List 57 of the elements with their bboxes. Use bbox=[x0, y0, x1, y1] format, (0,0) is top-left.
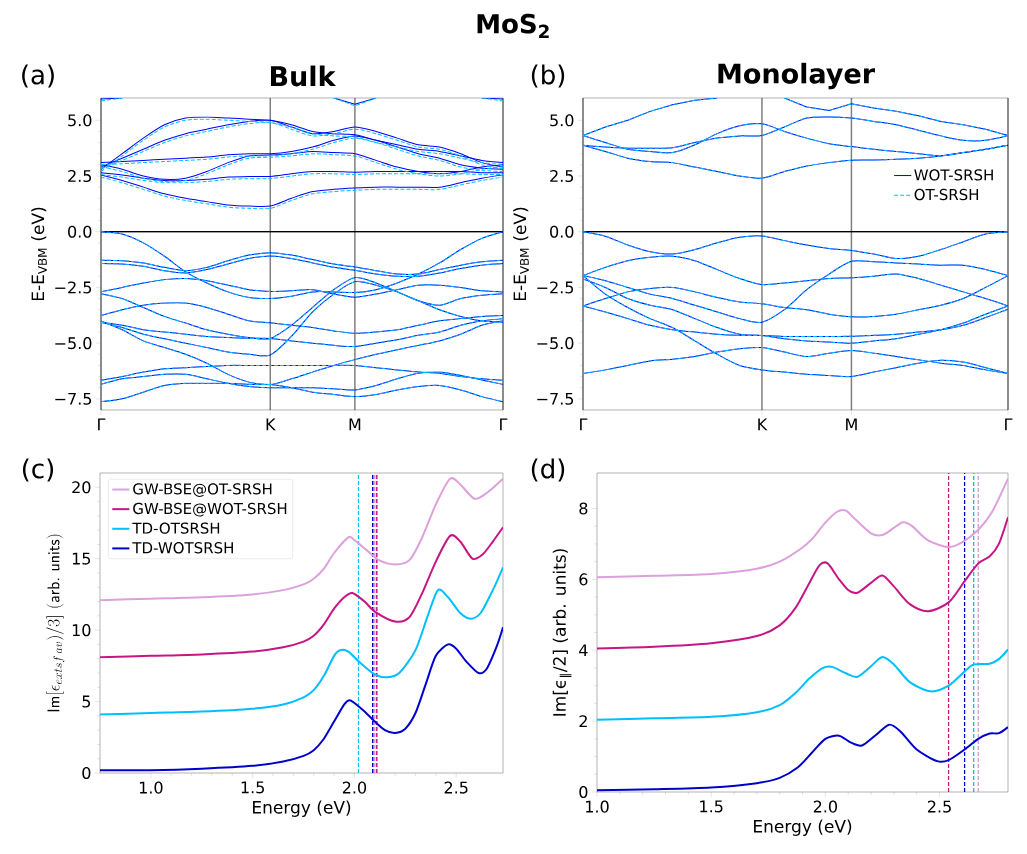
y-tick-label: 2.5 bbox=[68, 169, 92, 183]
x-tick-label: Γ bbox=[500, 418, 508, 431]
x-tick-label: M bbox=[349, 418, 361, 431]
x-axis-title: Energy (eV) bbox=[754, 819, 852, 836]
y-tick-label: 0.0 bbox=[550, 225, 574, 238]
text: (c) bbox=[22, 458, 54, 482]
x-tick-label: K bbox=[266, 418, 276, 431]
y-tick-label: 8 bbox=[579, 502, 588, 515]
y-tick-label: 0 bbox=[82, 766, 91, 780]
x-tick-label: 2.0 bbox=[813, 800, 837, 813]
y-tick-label: 6 bbox=[579, 573, 588, 586]
y-axis-title: $\mathsf{Im}[\epsilon_{extsf\,av})/3]\ \mathsf{(arb.\ units)}$ bbox=[46, 534, 65, 712]
legend-label: OT-SRSH bbox=[914, 188, 979, 201]
x-tick-label: 2.5 bbox=[444, 781, 468, 794]
chart-title: Monolayer bbox=[718, 62, 875, 90]
x-tick-label: 1.0 bbox=[139, 781, 163, 794]
y-tick-label: 2 bbox=[579, 715, 587, 728]
x-tick-label: 2.5 bbox=[927, 800, 951, 813]
legend-label: TD-WOTSRSH bbox=[132, 542, 233, 554]
y-axis-title: E-E$_{VBM}$ (eV) bbox=[513, 207, 529, 301]
y-tick-label: −5.0 bbox=[55, 337, 92, 350]
y-tick-label: −2.5 bbox=[537, 281, 574, 294]
y-tick-label: 5.0 bbox=[68, 114, 92, 127]
y-tick-label: 2.5 bbox=[550, 169, 574, 183]
y-tick-label: −7.5 bbox=[55, 392, 92, 405]
y-tick-label: −5.0 bbox=[537, 337, 574, 350]
legend-label: TD-OTSRSH bbox=[132, 522, 220, 534]
y-tick-label: 20 bbox=[72, 481, 91, 494]
x-axis-title: Energy (eV) bbox=[253, 800, 351, 817]
legend-label: GW-BSE@OT-SRSH bbox=[133, 483, 272, 497]
y-tick-label: 5 bbox=[82, 695, 91, 708]
text: MoS$_{2}$ bbox=[477, 13, 549, 39]
x-tick-label: Γ bbox=[580, 418, 588, 431]
y-axis-title: E-E$_{VBM}$ (eV) bbox=[31, 207, 47, 301]
x-tick-label: Γ bbox=[98, 418, 106, 431]
x-tick-label: M bbox=[846, 418, 857, 431]
y-tick-label: −7.5 bbox=[537, 392, 574, 405]
text: (d) bbox=[531, 458, 565, 482]
x-tick-label: K bbox=[758, 418, 768, 431]
x-tick-label: 1.5 bbox=[700, 800, 723, 813]
y-tick-label: −2.5 bbox=[55, 281, 92, 294]
x-tick-label: Γ bbox=[1005, 418, 1013, 431]
y-tick-label: 5.0 bbox=[550, 114, 574, 127]
x-tick-label: 1.5 bbox=[241, 781, 264, 794]
y-tick-label: 15 bbox=[72, 552, 91, 565]
y-axis-title: Im[ϵ$_{∥}$/2] (arb. units) bbox=[552, 549, 572, 716]
x-tick-label: 2.0 bbox=[342, 781, 367, 794]
legend-label: GW-BSE@WOT-SRSH bbox=[133, 502, 287, 517]
x-tick-label: 1.0 bbox=[586, 800, 609, 813]
y-tick-label: 0 bbox=[579, 785, 588, 799]
text: (b) bbox=[531, 64, 565, 88]
legend-label: WOT-SRSH bbox=[914, 169, 993, 181]
y-tick-label: 4 bbox=[579, 644, 588, 657]
chart-title: Bulk bbox=[270, 65, 337, 87]
text: (a) bbox=[22, 64, 54, 88]
y-tick-label: 10 bbox=[72, 624, 91, 637]
y-tick-label: 0.0 bbox=[68, 225, 92, 238]
